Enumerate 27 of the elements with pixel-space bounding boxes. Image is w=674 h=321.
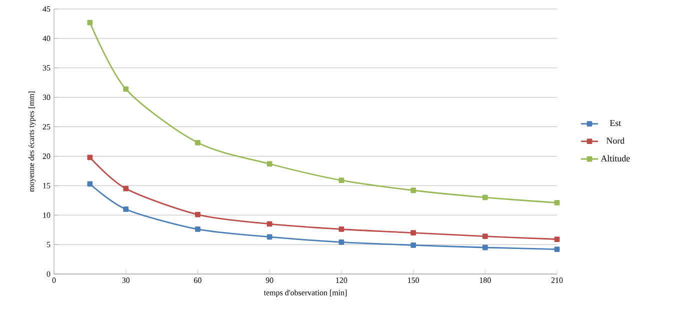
point xyxy=(87,154,93,160)
point xyxy=(195,226,200,232)
point xyxy=(554,200,560,206)
legend-label: Nord xyxy=(606,137,625,144)
point xyxy=(482,234,488,240)
point xyxy=(87,181,93,187)
point xyxy=(266,161,272,167)
point xyxy=(338,226,344,232)
point xyxy=(123,206,129,212)
legend-label: Est xyxy=(610,120,622,126)
legend-label: Altitude xyxy=(600,155,630,162)
point xyxy=(338,240,344,245)
point xyxy=(554,236,560,242)
point xyxy=(410,242,416,248)
point xyxy=(410,188,416,194)
point xyxy=(482,194,488,200)
point xyxy=(338,178,344,184)
point xyxy=(410,230,416,236)
point xyxy=(123,186,129,192)
point xyxy=(123,86,129,92)
point xyxy=(482,244,488,250)
point xyxy=(554,246,560,252)
point xyxy=(195,212,200,218)
point xyxy=(87,20,93,26)
point xyxy=(266,221,272,227)
point xyxy=(195,140,200,146)
point xyxy=(266,234,272,240)
